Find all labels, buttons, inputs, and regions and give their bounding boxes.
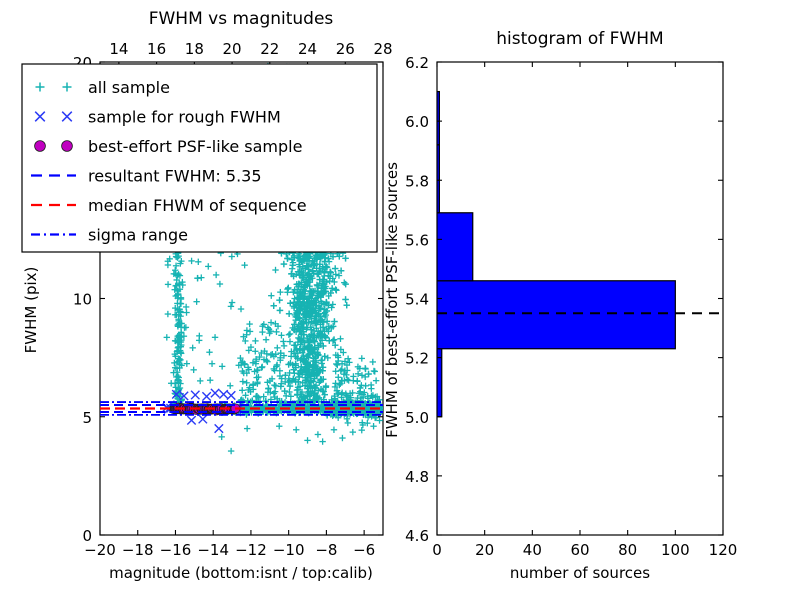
left-scatter-layer: [100, 62, 383, 455]
left-panel-scatter: −20 −18 −16 −14 −12 −10 −8 −6 14 16 18 20 22 24 26 28 …: [22, 9, 393, 582]
